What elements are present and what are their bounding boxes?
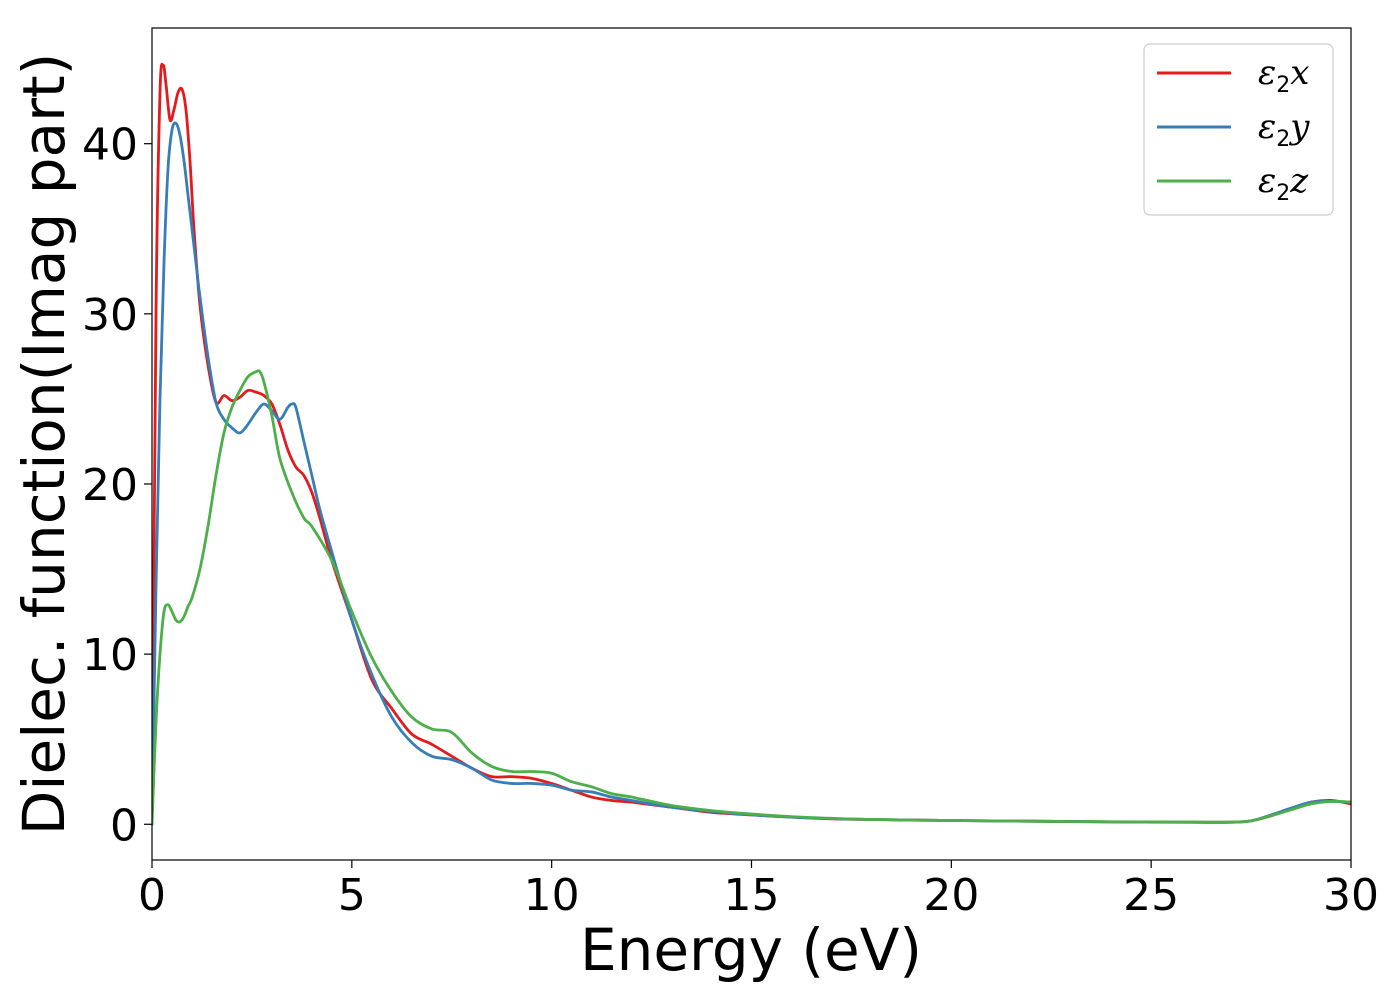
- x-axis: 0 5 10 15 20 25 30: [138, 860, 1379, 921]
- y-axis: 0 10 20 30 40: [82, 120, 152, 851]
- legend-label-x: ε2x: [1258, 53, 1309, 98]
- legend-label-y: ε2y: [1258, 107, 1310, 152]
- x-axis-title: Energy (eV): [580, 916, 922, 984]
- x-tick-label: 10: [524, 870, 580, 921]
- y-tick-label: 30: [82, 290, 138, 341]
- legend-box: [1143, 43, 1334, 216]
- series-line-y: [152, 121, 1351, 826]
- x-tick-label: 30: [1323, 870, 1379, 921]
- series-line-z: [152, 369, 1351, 826]
- x-tick-label: 5: [338, 870, 366, 921]
- y-tick-label: 10: [82, 630, 138, 681]
- y-tick-label: 40: [82, 120, 138, 171]
- y-axis-title: Dielec. function(Imag part): [10, 53, 78, 836]
- x-tick-label: 0: [138, 870, 166, 921]
- x-tick-label: 20: [923, 870, 979, 921]
- legend-label-z: ε2z: [1258, 161, 1309, 206]
- y-tick-label: 20: [82, 460, 138, 511]
- x-tick-label: 15: [724, 870, 780, 921]
- x-tick-label: 25: [1123, 870, 1179, 921]
- y-tick-label: 0: [110, 800, 138, 851]
- series-layer: [152, 62, 1351, 826]
- legend: ε2x ε2y ε2z: [1143, 43, 1334, 216]
